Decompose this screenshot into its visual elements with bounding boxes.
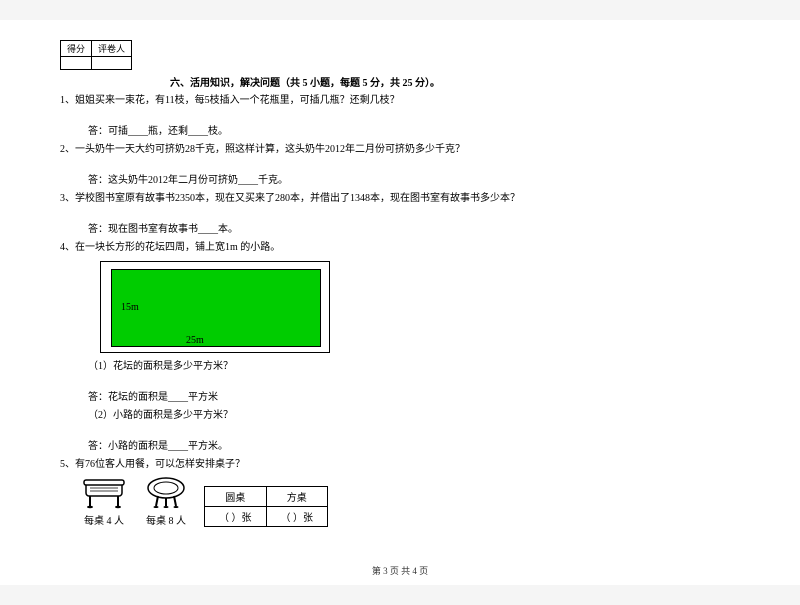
score-cell: 得分 xyxy=(61,41,92,57)
table-header-square: 方桌 xyxy=(266,487,328,507)
answer-2: 答：这头奶牛2012年二月份可挤奶____千克。 xyxy=(88,173,740,188)
score-blank xyxy=(61,57,92,70)
exam-page: 得分 评卷人 六、活用知识，解决问题（共 5 小题，每题 5 分，共 25 分）… xyxy=(0,20,800,585)
question-1: 1、姐姐买来一束花，有11枝，每5枝插入一个花瓶里，可插几瓶？还剩几枝？ xyxy=(60,93,740,108)
desk-row: 每桌 4 人 每桌 8 人 圆桌 方桌 （ ）张 （ xyxy=(80,476,740,527)
page-footer: 第 3 页 共 4 页 xyxy=(0,564,800,577)
answer-3: 答：现在图书室有故事书____本。 xyxy=(88,222,740,237)
table-header-round: 圆桌 xyxy=(205,487,267,507)
question-5: 5、有76位客人用餐，可以怎样安排桌子？ xyxy=(60,457,740,472)
question-4-sub1: （1）花坛的面积是多少平方米？ xyxy=(60,359,740,374)
dimension-width: 25m xyxy=(186,335,204,346)
flowerbed-figure: 15m 25m xyxy=(100,261,330,353)
question-2: 2、一头奶牛一天大约可挤奶28千克，照这样计算，这头奶牛2012年二月份可挤奶多… xyxy=(60,142,740,157)
answer-4-2: 答：小路的面积是____平方米。 xyxy=(88,439,740,454)
desk-count-table: 圆桌 方桌 （ ）张 （ ）张 xyxy=(204,486,328,527)
table-cell-square: （ ）张 xyxy=(266,507,328,527)
round-desk-label: 每桌 8 人 xyxy=(142,512,190,527)
question-4: 4、在一块长方形的花坛四周，铺上宽1m 的小路。 xyxy=(60,240,740,255)
square-desk-icon xyxy=(80,476,128,510)
question-3: 3、学校图书室原有故事书2350本，现在又买来了280本，并借出了1348本，现… xyxy=(60,191,740,206)
score-table: 得分 评卷人 xyxy=(60,40,132,70)
grader-cell: 评卷人 xyxy=(92,41,132,57)
answer-1: 答：可插____瓶，还剩____枝。 xyxy=(88,124,740,139)
table-cell-round: （ ）张 xyxy=(205,507,267,527)
answer-4-1: 答：花坛的面积是____平方米 xyxy=(88,390,740,405)
dimension-height: 15m xyxy=(121,302,139,313)
section-title: 六、活用知识，解决问题（共 5 小题，每题 5 分，共 25 分）。 xyxy=(60,74,740,89)
question-4-sub2: （2）小路的面积是多少平方米？ xyxy=(60,408,740,423)
round-desk-block: 每桌 8 人 xyxy=(142,476,190,527)
grader-blank xyxy=(92,57,132,70)
square-desk-block: 每桌 4 人 xyxy=(80,476,128,527)
round-desk-icon xyxy=(142,476,190,510)
square-desk-label: 每桌 4 人 xyxy=(80,512,128,527)
flowerbed-inner xyxy=(111,269,321,347)
